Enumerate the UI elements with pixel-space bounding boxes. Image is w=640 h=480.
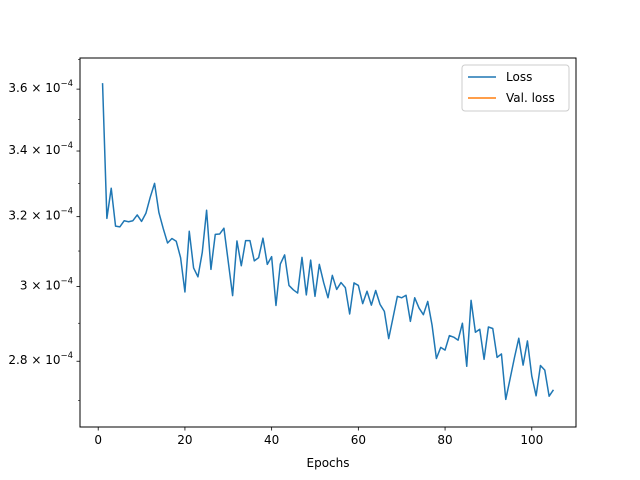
x-axis-ticks: 0 20 40 60 80 100 xyxy=(94,427,543,447)
x-tick-label: 0 xyxy=(94,433,102,447)
x-tick-label: 20 xyxy=(177,433,192,447)
y-tick-label: 3 × 10−4 xyxy=(20,277,73,293)
legend-label: Val. loss xyxy=(506,91,555,105)
legend: Loss Val. loss xyxy=(461,64,570,112)
legend-label: Loss xyxy=(506,70,532,84)
x-tick-label: 100 xyxy=(520,433,543,447)
y-tick-label: 3.6 × 10−4 xyxy=(8,79,73,95)
x-tick-label: 40 xyxy=(264,433,279,447)
y-tick-label: 2.8 × 10−4 xyxy=(8,351,73,367)
y-tick-label: 3.2 × 10−4 xyxy=(8,207,73,223)
x-tick-label: 80 xyxy=(437,433,452,447)
y-axis-ticks: 2.8 × 10−4 3 × 10−4 3.2 × 10−4 3.4 × 10−4 3.… xyxy=(8,59,80,401)
plot-area xyxy=(101,83,555,401)
x-tick-label: 60 xyxy=(351,433,366,447)
axes-frame xyxy=(79,57,577,428)
series-line-loss xyxy=(101,83,555,401)
x-axis-label: Epochs xyxy=(307,456,350,470)
y-tick-label: 3.4 × 10−4 xyxy=(8,141,73,157)
